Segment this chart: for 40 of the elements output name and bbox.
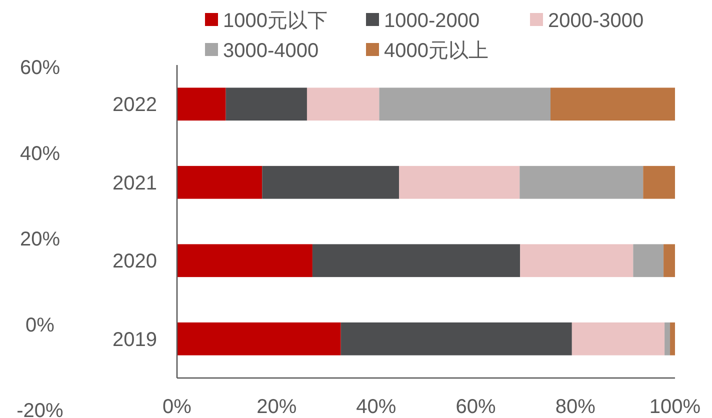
- bar: [643, 166, 675, 199]
- bar: [226, 88, 307, 121]
- legend-label: 2000-3000: [548, 10, 644, 32]
- x-tick-label: 20%: [256, 396, 297, 418]
- bar: [664, 322, 670, 356]
- bar: [379, 88, 550, 121]
- x-tick-label: 40%: [356, 396, 396, 418]
- x-tick-label: 60%: [456, 396, 496, 418]
- y2-tick-label: 20%: [20, 228, 60, 250]
- y2-tick-label: -20%: [16, 400, 64, 418]
- bar: [664, 244, 675, 278]
- bar: [177, 166, 262, 199]
- y-tick-label: 2020: [112, 250, 157, 273]
- bar: [520, 244, 634, 278]
- bar: [670, 322, 675, 356]
- legend-label: 1000元以下: [223, 10, 328, 32]
- x-tick-label: 80%: [555, 396, 596, 418]
- bar: [312, 244, 520, 278]
- y-tick-label: 2021: [112, 172, 157, 194]
- bar: [177, 322, 341, 356]
- y2-tick-label: 60%: [20, 57, 60, 79]
- bar: [177, 88, 226, 121]
- bar: [306, 88, 380, 121]
- bar: [399, 166, 520, 199]
- y2-tick-label: 40%: [20, 142, 60, 165]
- legend-label: 4000元以上: [384, 40, 488, 62]
- legend-label: 1000-2000: [384, 10, 480, 32]
- bar: [550, 88, 675, 121]
- legend-label: 3000-4000: [223, 40, 319, 62]
- x-tick-label: 0%: [162, 396, 192, 418]
- x-tick-label: 100%: [649, 396, 701, 418]
- y2-tick-label: 0%: [26, 314, 55, 336]
- bar: [520, 166, 644, 199]
- bar: [633, 244, 664, 278]
- bar: [262, 166, 400, 199]
- bar: [340, 322, 572, 356]
- bar: [177, 244, 312, 278]
- bar: [572, 322, 665, 356]
- y-tick-label: 2022: [112, 94, 157, 116]
- y-tick-label: 2019: [112, 328, 157, 351]
